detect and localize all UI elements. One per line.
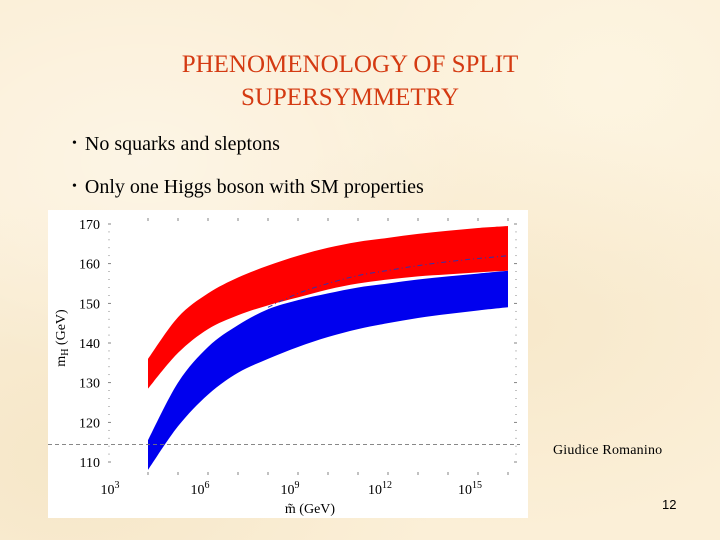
bullet-text: Only one Higgs boson with SM properties — [84, 176, 424, 198]
page-number: 12 — [662, 497, 677, 512]
x-tick-label: 106 — [191, 480, 210, 498]
blue-band — [148, 270, 508, 470]
bullet-text: No squarks and sleptons — [84, 133, 280, 155]
y-tick-label: 170 — [79, 218, 100, 233]
higgs-mass-chart: 110 120 130 140 150 160 170 103 106 109 1012 1015 m̃… — [48, 210, 528, 518]
chart-canvas: 110 120 130 140 150 160 170 103 106 109 1012 1015 m̃… — [48, 218, 520, 517]
bullet-icon: • — [72, 136, 77, 151]
bullet-icon: • — [72, 179, 77, 194]
x-tick-label: 109 — [281, 480, 300, 498]
central-line — [267, 255, 509, 308]
slide-title: PHENOMENOLOGY OF SPLIT SUPERSYMMETRY — [100, 48, 600, 114]
red-band — [148, 225, 508, 389]
y-tick-label: 130 — [79, 377, 100, 392]
x-tick-label: 103 — [101, 480, 120, 498]
y-tick-label: 160 — [79, 258, 100, 273]
title-line-1: PHENOMENOLOGY OF SPLIT — [181, 51, 519, 78]
bullet-item-2: • Only one Higgs boson with SM properties — [72, 176, 424, 199]
y-tick-label: 150 — [79, 297, 100, 312]
credit-text: Giudice Romanino — [553, 443, 663, 458]
title-line-2: SUPERSYMMETRY — [240, 84, 460, 111]
y-tick-label: 140 — [79, 337, 100, 352]
x-axis-label: m̃ (GeV) — [285, 502, 335, 517]
x-tick-label: 1012 — [368, 480, 392, 498]
y-axis-label: mH (GeV) — [54, 309, 71, 367]
bullet-item-1: • No squarks and sleptons — [72, 133, 280, 156]
y-tick-label: 110 — [80, 456, 100, 471]
x-tick-label: 1015 — [458, 480, 482, 498]
y-tick-label: 120 — [79, 416, 100, 431]
